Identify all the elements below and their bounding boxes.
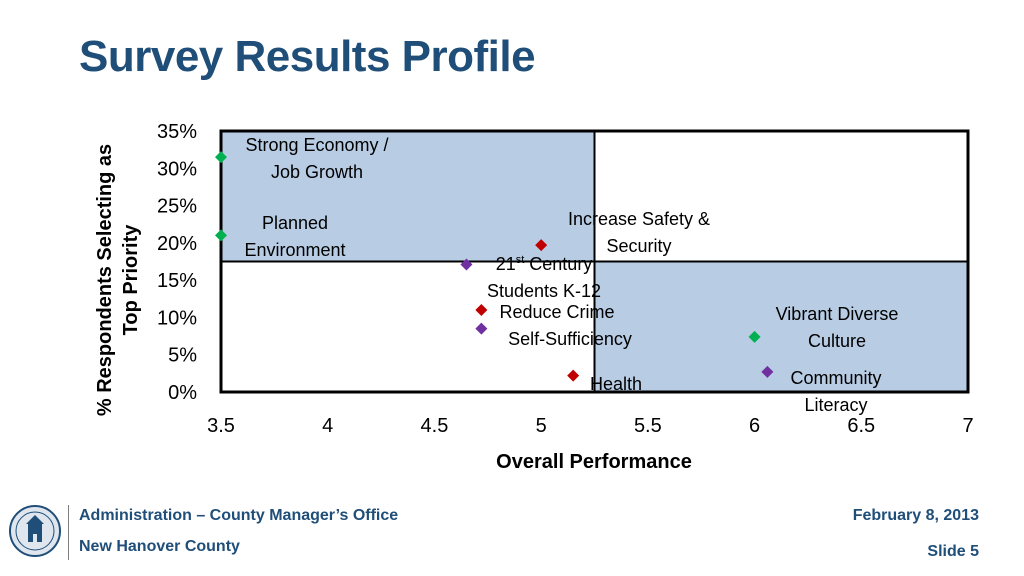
slide-title: Survey Results Profile — [79, 32, 536, 81]
point-label: Culture — [808, 331, 866, 351]
point-label: Job Growth — [271, 162, 363, 182]
data-point-marker — [475, 322, 488, 335]
point-label: Reduce Crime — [499, 302, 614, 322]
point-label: Increase Safety & — [568, 209, 710, 229]
x-tick-label: 5.5 — [634, 415, 662, 437]
x-axis-label: Overall Performance — [496, 451, 692, 473]
point-label: Literacy — [804, 395, 867, 415]
x-tick-label: 6.5 — [847, 415, 875, 437]
point-label: Community — [790, 368, 881, 388]
point-label: Environment — [244, 240, 345, 260]
point-label: Planned — [262, 213, 328, 233]
plot-frame — [219, 129, 970, 394]
quadrant-bottom-right — [594, 261, 968, 392]
x-tick-label: 4 — [322, 415, 333, 437]
x-tick-labels: 3.5 4 4.5 5 5.5 6 6.5 7 — [207, 415, 973, 437]
footer-office: Administration – County Manager’s Office — [79, 507, 399, 524]
scatter-chart: 0%5%10%15%20%25%30%35% 3.5 4 4.5 5 5.5 6 6.5 7 … — [94, 121, 974, 473]
y-tick-label: 25% — [157, 196, 197, 218]
slide-number: Slide 5 — [927, 543, 979, 560]
quadrant-top-left — [221, 131, 595, 262]
point-label: Strong Economy / — [245, 135, 388, 155]
y-tick-label: 35% — [157, 121, 197, 143]
data-point-marker — [761, 365, 774, 378]
point-label: Security — [606, 236, 671, 256]
footer-date: February 8, 2013 — [852, 507, 979, 524]
data-point-marker — [215, 229, 227, 242]
y-tick-label: 5% — [168, 345, 197, 367]
y-tick-label: 10% — [157, 307, 197, 329]
point-label: Students K-12 — [487, 281, 601, 301]
data-point-marker — [535, 239, 548, 252]
x-tick-label: 6 — [749, 415, 760, 437]
data-point-marker — [460, 258, 473, 271]
footer-county: New Hanover County — [79, 538, 240, 555]
y-tick-label: 30% — [157, 158, 197, 180]
data-point-marker — [215, 151, 227, 164]
x-tick-label: 4.5 — [421, 415, 449, 437]
point-label: Vibrant Diverse — [776, 304, 899, 324]
point-label: Health — [590, 374, 642, 394]
y-axis-label: % Respondents Selecting as Top Priority — [94, 144, 142, 416]
y-tick-label: 20% — [157, 233, 197, 255]
data-point-marker — [567, 369, 580, 382]
y-tick-labels: 0% 5% 10% 15% 20% 25% 30% 35% — [157, 121, 197, 404]
data-points — [215, 151, 774, 382]
y-tick-label: 15% — [157, 270, 197, 292]
quadrant-shading — [221, 131, 968, 392]
footer-divider — [68, 505, 69, 560]
data-point-marker — [475, 303, 488, 316]
x-tick-label: 7 — [962, 415, 973, 437]
y-axis-label-line2: Top Priority — [120, 224, 142, 336]
point-label: Self-Sufficiency — [508, 329, 632, 349]
point-label: 21st Century — [496, 254, 593, 274]
x-tick-label: 3.5 — [207, 415, 235, 437]
y-tick-label: 0% — [168, 382, 197, 404]
y-axis-label-line1: % Respondents Selecting as — [94, 144, 116, 416]
quadrant-dividers — [221, 131, 968, 392]
point-labels: Strong Economy / Job Growth Planned Environ… — [244, 135, 898, 415]
county-seal-logo — [9, 505, 61, 557]
x-tick-label: 5 — [536, 415, 547, 437]
data-point-marker — [748, 330, 761, 343]
